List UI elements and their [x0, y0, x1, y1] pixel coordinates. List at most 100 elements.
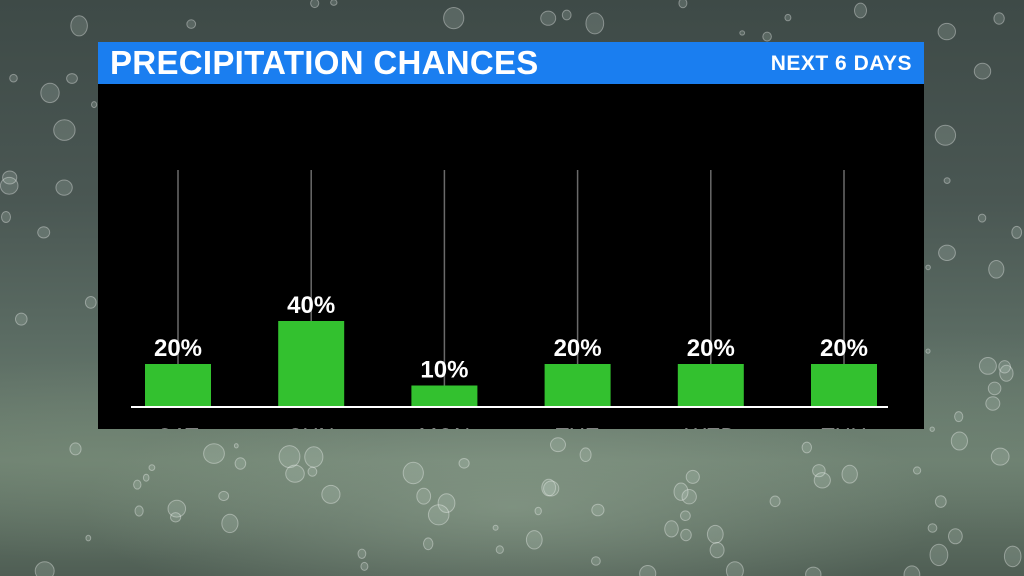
raindrop [40, 82, 60, 104]
raindrop [934, 124, 957, 146]
raindrop [360, 561, 369, 571]
raindrop [987, 381, 1002, 396]
raindrop [725, 561, 744, 576]
raindrop [927, 523, 938, 533]
raindrop [973, 62, 992, 80]
raindrop [167, 499, 187, 518]
raindrop [416, 487, 432, 505]
bar-mon [411, 385, 478, 407]
raindrop [14, 312, 28, 326]
raindrop [913, 466, 922, 475]
raindrop [423, 537, 434, 551]
raindrop [186, 19, 197, 29]
raindrop [762, 31, 772, 42]
raindrop [2, 170, 18, 185]
raindrop [591, 503, 605, 517]
raindrop [813, 472, 831, 489]
raindrop [929, 426, 935, 432]
raindrop [664, 520, 679, 538]
raindrop [639, 565, 657, 576]
raindrop [929, 543, 949, 567]
raindrop [937, 22, 956, 41]
raindrop [948, 528, 963, 545]
raindrop [170, 512, 182, 523]
raindrop [739, 30, 746, 36]
raindrop [673, 482, 689, 501]
raindrop [585, 12, 605, 35]
raindrop [1, 211, 11, 223]
raindrop [492, 524, 499, 531]
raindrop [1011, 225, 1023, 239]
raindrop [934, 495, 947, 508]
raindrop [330, 0, 338, 6]
raindrop [801, 441, 812, 454]
chart-subtitle: NEXT 6 DAYS [770, 52, 912, 75]
raindrop [841, 464, 858, 484]
raindrop [304, 446, 324, 468]
raindrop [938, 244, 956, 262]
raindrop [525, 530, 543, 550]
raindrop [307, 466, 318, 477]
header-bar: PRECIPITATION CHANCES NEXT 6 DAYS [98, 42, 924, 84]
raindrop [234, 457, 247, 470]
raindrop [680, 510, 691, 522]
raindrop [990, 447, 1010, 466]
raindrop [706, 524, 724, 544]
bar-chart: 20% SAT 40% SUN 10% MON 20% TUE 20% WED 20% THU [131, 170, 888, 429]
raindrop [221, 513, 239, 534]
raindrop [925, 348, 931, 354]
raindrop [685, 469, 700, 484]
raindrop [218, 490, 230, 502]
raindrop [148, 464, 156, 472]
raindrop [550, 437, 566, 453]
x-tick-label-sun: SUN [288, 424, 334, 429]
raindrop [784, 13, 792, 22]
raindrop [561, 9, 572, 21]
raindrop [53, 119, 76, 141]
x-tick-label-wed: WED [685, 424, 736, 429]
x-tick-label-sat: SAT [157, 424, 198, 429]
raindrop [133, 479, 142, 490]
value-label-tue: 20% [554, 335, 602, 362]
raindrop [70, 15, 88, 37]
raindrop [142, 473, 150, 482]
raindrop [495, 545, 504, 554]
raindrop [709, 542, 725, 559]
raindrop [680, 528, 692, 542]
raindrop [769, 495, 781, 508]
raindrop [285, 464, 305, 483]
raindrop [85, 534, 92, 542]
raindrop [579, 447, 592, 463]
value-label-wed: 20% [687, 335, 735, 362]
value-label-sun: 40% [287, 292, 335, 319]
raindrop [950, 431, 969, 451]
raindrop [999, 364, 1014, 382]
raindrop [84, 296, 97, 309]
raindrop [437, 493, 456, 514]
raindrop [443, 7, 465, 30]
raindrop [91, 101, 98, 109]
bar-sun [278, 321, 345, 407]
raindrop [925, 264, 931, 271]
raindrop [37, 226, 51, 239]
raindrop [321, 484, 341, 504]
raindrop [681, 489, 697, 505]
x-tick-label-tue: TUE [556, 424, 600, 429]
raindrop [812, 464, 826, 478]
raindrop [1003, 545, 1022, 568]
raindrop [988, 260, 1005, 279]
raindrop [458, 458, 470, 469]
chart-panel: PRECIPITATION CHANCES NEXT 6 DAYS 20% SAT… [98, 42, 924, 429]
raindrop [943, 177, 951, 185]
raindrop [805, 566, 822, 576]
raindrop [134, 505, 144, 517]
raindrop [977, 213, 987, 223]
raindrop [402, 461, 424, 485]
bar-sat [145, 364, 211, 407]
raindrop [34, 561, 55, 576]
raindrop [427, 504, 450, 526]
raindrop [985, 396, 1001, 411]
chart-title: PRECIPITATION CHANCES [110, 44, 539, 81]
raindrop [543, 480, 560, 497]
raindrop [541, 478, 557, 497]
